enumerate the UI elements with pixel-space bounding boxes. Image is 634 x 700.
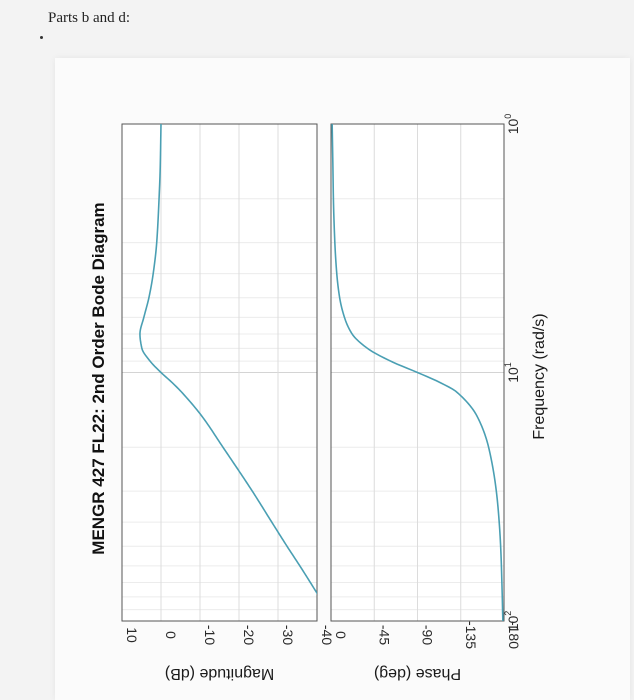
magnitude-panel: 10 0 -10 -20 -30 -40 Magnitude (dB) bbox=[121, 123, 335, 682]
magnitude-frame bbox=[121, 123, 318, 622]
phase-tick-label: -45 bbox=[376, 625, 392, 645]
phase-tick-label: -180 bbox=[506, 621, 522, 649]
frequency-tick-label: 101 bbox=[503, 362, 521, 383]
phase-tick-label: 0 bbox=[333, 631, 349, 639]
frequency-axis-label: Frequency (rad/s) bbox=[531, 313, 548, 439]
phase-tick-label: -135 bbox=[463, 621, 479, 649]
tick-exponent: 2 bbox=[503, 611, 513, 616]
phase-frame bbox=[330, 123, 505, 622]
tick-base: 10 bbox=[505, 616, 521, 632]
page-note: Parts b and d: bbox=[48, 10, 131, 26]
magnitude-tick-label: 10 bbox=[124, 627, 140, 643]
chart-paper: 10 0 -10 -20 -30 -40 Magnitude (dB) 0 -45 -90 -135… bbox=[55, 58, 630, 700]
magnitude-series-line bbox=[139, 124, 317, 595]
bullet-dot bbox=[40, 36, 43, 39]
magnitude-axis-label: Magnitude (dB) bbox=[165, 665, 274, 682]
frequency-tick-label: 100 bbox=[503, 114, 521, 135]
tick-exponent: 0 bbox=[503, 114, 513, 119]
magnitude-tick-label: -40 bbox=[319, 625, 335, 645]
phase-axis-label: Phase (deg) bbox=[374, 665, 461, 682]
magnitude-tick-label: -30 bbox=[280, 625, 296, 645]
frequency-tick-label: 102 bbox=[503, 611, 521, 632]
phase-tick-label: -90 bbox=[420, 625, 436, 645]
magnitude-tick-label: 0 bbox=[163, 631, 179, 639]
tick-exponent: 1 bbox=[503, 362, 513, 367]
phase-panel: 0 -45 -90 -135 -180 Phase (deg) bbox=[330, 123, 522, 682]
magnitude-tick-label: -10 bbox=[202, 625, 218, 645]
chart-title: MENGR 427 FL22: 2nd Order Bode Diagram bbox=[89, 202, 108, 554]
tick-base: 10 bbox=[505, 119, 521, 135]
magnitude-tick-label: -20 bbox=[241, 625, 257, 645]
phase-series-line bbox=[331, 124, 504, 621]
tick-base: 10 bbox=[505, 367, 521, 383]
